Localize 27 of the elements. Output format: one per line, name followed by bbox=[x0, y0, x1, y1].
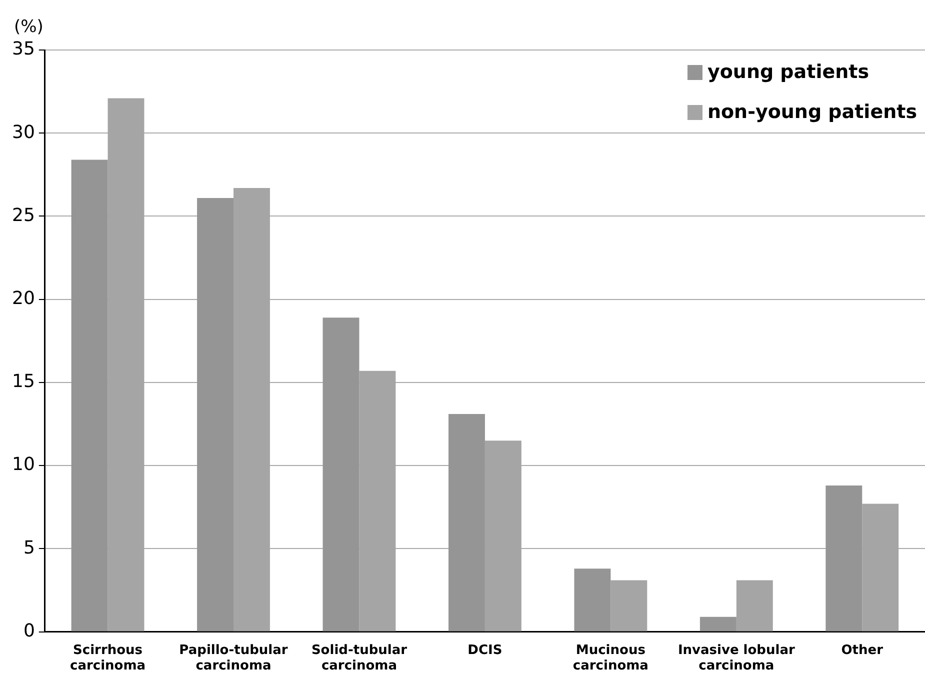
x-tick-label: Papillo-tubular carcinoma bbox=[179, 642, 288, 674]
bar bbox=[322, 318, 360, 632]
legend-label: non-young patients bbox=[707, 100, 918, 123]
y-tick-label: 35 bbox=[12, 38, 35, 60]
bar bbox=[826, 486, 862, 632]
y-tick-label: 15 bbox=[12, 371, 35, 392]
bar bbox=[610, 580, 648, 632]
bar bbox=[700, 616, 736, 632]
y-tick-label: 5 bbox=[23, 537, 35, 558]
bar bbox=[71, 160, 108, 632]
x-tick-label: DCIS bbox=[468, 642, 502, 658]
x-tick-label: Scirrhous carcinoma bbox=[70, 642, 146, 674]
bar bbox=[574, 568, 611, 632]
x-tick-label: Other bbox=[841, 642, 884, 658]
y-tick-label: 0 bbox=[23, 620, 35, 642]
y-tick-label: 20 bbox=[12, 288, 35, 310]
y-tick-label: 30 bbox=[12, 122, 35, 143]
y-axis-title: (%) bbox=[14, 16, 44, 37]
legend-label: young patients bbox=[707, 60, 870, 83]
bar bbox=[197, 198, 234, 632]
y-tick-label: 10 bbox=[12, 454, 35, 476]
bar bbox=[736, 580, 773, 632]
y-tick-label: 25 bbox=[12, 204, 35, 226]
x-tick-label: Mucinous carcinoma bbox=[572, 642, 648, 674]
x-tick-label: Invasive lobular carcinoma bbox=[678, 642, 796, 674]
x-tick-label: Solid-tubular carcinoma bbox=[311, 642, 408, 674]
bar bbox=[448, 414, 485, 632]
